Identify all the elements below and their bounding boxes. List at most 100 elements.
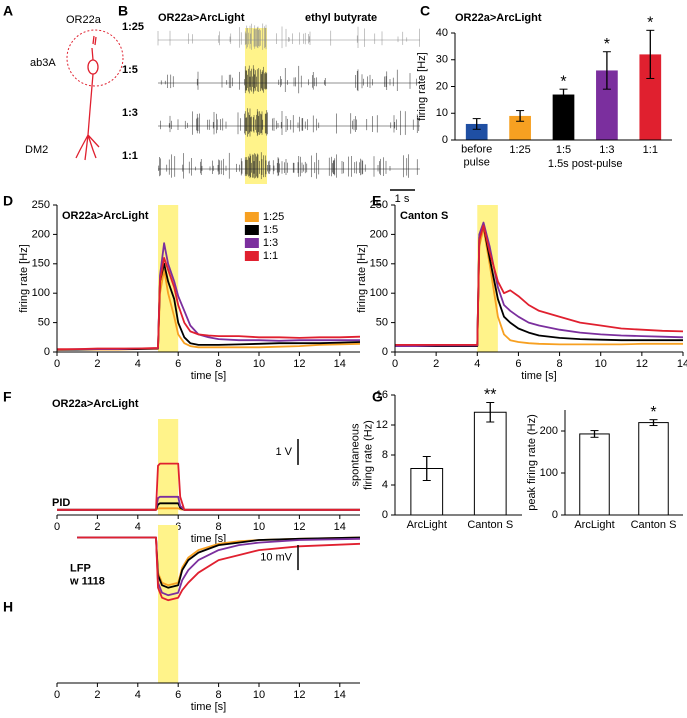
panel-letter: F	[3, 389, 12, 405]
chart-title: OR22a>ArcLight	[455, 12, 542, 24]
x-tick-label: 6	[515, 358, 521, 370]
series-line	[77, 536, 361, 589]
series-line	[56, 242, 360, 351]
x-tick-label: 8	[557, 358, 563, 370]
panel-letter: A	[3, 3, 13, 19]
y-tick-label: 200	[32, 228, 50, 240]
scale-label: 1 V	[275, 446, 292, 458]
x-tick-label: 1:3	[599, 144, 614, 156]
label: OR22a	[66, 14, 102, 26]
bar	[509, 115, 531, 140]
x-tick-label: 10	[253, 521, 265, 533]
y-tick-label: 12	[376, 419, 388, 431]
stimulus-band	[158, 525, 179, 683]
series-line	[394, 227, 683, 347]
x-tick-label: 4	[135, 689, 141, 701]
trace	[158, 152, 420, 180]
scale-label: 1 s	[395, 193, 410, 205]
y-tick-label: 40	[436, 27, 448, 39]
neuron	[75, 35, 100, 161]
x-tick-label: 14	[677, 358, 687, 370]
y-tick-label: 200	[370, 228, 388, 240]
legend-swatch	[244, 212, 259, 222]
series-line	[395, 221, 684, 347]
y-tick-label: 0	[382, 509, 388, 521]
y-tick-label: 50	[376, 317, 388, 329]
x-tick-label: 1:25	[509, 144, 530, 156]
y-tick-label: 150	[32, 258, 50, 270]
x-tick-label: 2	[94, 521, 100, 533]
x-tick-label: 0	[54, 521, 60, 533]
x-tick-label: 12	[293, 521, 305, 533]
group-label: 1.5s post-pulse	[548, 158, 623, 170]
y-axis-label: firing rate [Hz]	[356, 244, 368, 312]
x-tick-label: 8	[216, 358, 222, 370]
label: DM2	[25, 144, 48, 156]
legend-swatch	[244, 225, 259, 235]
legend-label: 1:1	[263, 250, 278, 262]
annotation: PID	[52, 497, 70, 509]
x-tick-label: 1:5	[556, 144, 571, 156]
y-tick-label: 100	[540, 467, 558, 479]
y-tick-label: 30	[436, 54, 448, 66]
chart-title: Canton S	[400, 210, 448, 222]
y-tick-label: 0	[382, 346, 388, 358]
x-tick-label: 2	[433, 358, 439, 370]
trace	[158, 108, 420, 137]
y-axis-label: firing rate [Hz]	[18, 244, 30, 312]
y-tick-label: 50	[38, 317, 50, 329]
y-tick-label: 0	[44, 346, 50, 358]
stimulus-band	[245, 28, 267, 184]
series-line	[395, 224, 683, 347]
x-tick-label: 12	[293, 358, 305, 370]
y-tick-label: 150	[370, 258, 388, 270]
significance: *	[604, 36, 610, 53]
x-tick-label: 0	[54, 358, 60, 370]
label: ab3A	[30, 57, 56, 69]
row-label: 1:3	[122, 107, 138, 119]
legend-swatch	[244, 251, 259, 261]
panel-letter: E	[372, 193, 381, 209]
x-axis-label: time [s]	[191, 533, 226, 545]
y-tick-label: 16	[376, 389, 388, 401]
significance: *	[560, 73, 566, 90]
x-tick-label: Canton S	[631, 519, 677, 531]
bar	[473, 411, 507, 516]
raw-traces: B OR22a>ArcLight ethyl butyrate 1 s 1:25…	[118, 3, 420, 205]
x-tick-label: 6	[175, 358, 181, 370]
significance: **	[484, 387, 496, 404]
x-axis-label: time [s]	[191, 701, 226, 713]
significance: *	[650, 404, 656, 421]
x-tick-label: 8	[216, 521, 222, 533]
x-tick-label: before pulse	[461, 144, 492, 169]
legend-swatch	[244, 238, 259, 248]
x-tick-label: 10	[595, 358, 607, 370]
legend-label: 1:5	[263, 224, 278, 236]
bar	[596, 70, 618, 140]
y-tick-label: 8	[382, 449, 388, 461]
stimulus-band	[477, 205, 498, 352]
y-axis-label: spontaneousfiring rate (Hz)	[350, 420, 375, 490]
y-tick-label: 100	[370, 287, 388, 299]
y-tick-label: 10	[436, 107, 448, 119]
x-tick-label: 0	[54, 689, 60, 701]
y-tick-label: 200	[540, 425, 558, 437]
x-axis-label: time [s]	[521, 370, 556, 382]
y-tick-label: 100	[32, 287, 50, 299]
x-tick-label: 6	[175, 689, 181, 701]
stimulus-band	[158, 419, 179, 515]
series-line	[57, 495, 360, 511]
x-tick-label: ArcLight	[407, 519, 447, 531]
chart-title: LFP w 1118	[69, 563, 105, 588]
series-line	[77, 536, 361, 602]
panel-letter: C	[420, 3, 430, 19]
scale-label: 10 mV	[260, 551, 292, 563]
bar	[638, 422, 669, 516]
y-tick-label: 20	[436, 80, 448, 92]
x-tick-label: 12	[293, 689, 305, 701]
x-tick-label: 14	[334, 521, 346, 533]
x-tick-label: 14	[334, 358, 346, 370]
panel-letter: B	[118, 3, 128, 19]
legend-label: 1:25	[263, 211, 284, 223]
